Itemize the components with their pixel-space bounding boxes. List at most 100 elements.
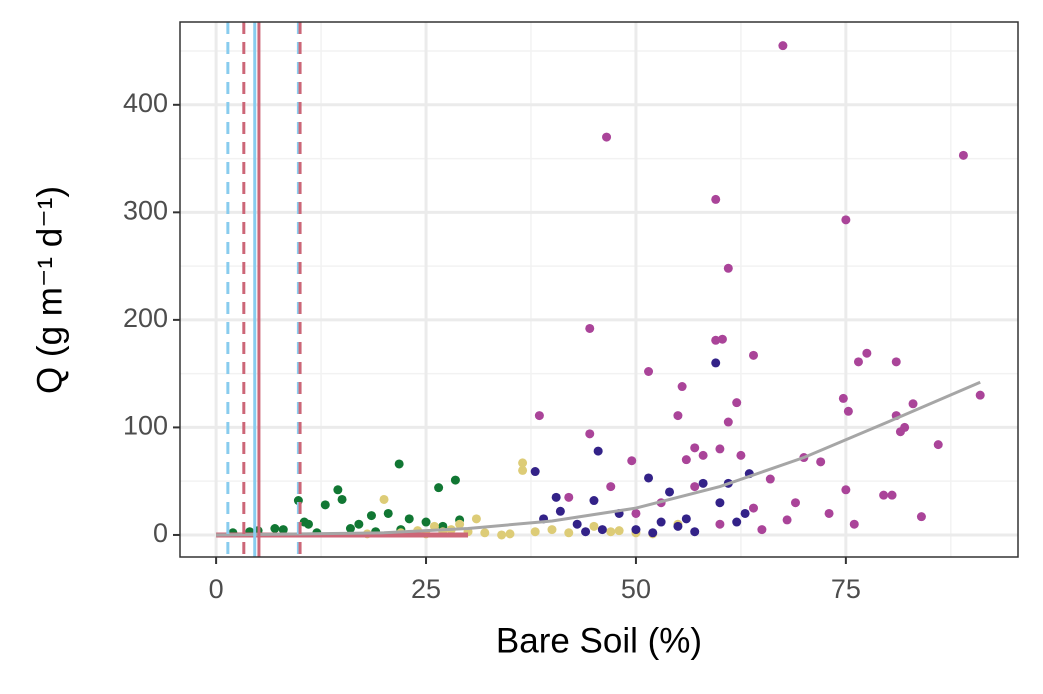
- point: [644, 473, 654, 483]
- point: [715, 444, 725, 454]
- point: [421, 517, 431, 527]
- point: [665, 487, 675, 497]
- point: [690, 527, 700, 537]
- point: [681, 514, 691, 524]
- point: [853, 357, 863, 367]
- point: [627, 456, 637, 466]
- point: [711, 358, 721, 368]
- point: [782, 515, 792, 525]
- point: [383, 508, 393, 518]
- point: [862, 348, 872, 358]
- point: [736, 450, 746, 460]
- point: [824, 508, 834, 518]
- point: [480, 528, 490, 538]
- point: [790, 498, 800, 508]
- x-tick-label: 25: [411, 574, 441, 604]
- point: [572, 519, 582, 529]
- point: [723, 417, 733, 427]
- point: [732, 398, 742, 408]
- point: [497, 530, 507, 540]
- point: [698, 478, 708, 488]
- point: [471, 514, 481, 524]
- point: [614, 526, 624, 536]
- plot-border: [179, 21, 1019, 558]
- point: [891, 357, 901, 367]
- point: [958, 150, 968, 160]
- point: [270, 524, 280, 534]
- point: [278, 525, 288, 535]
- y-tick-label: 300: [123, 195, 168, 225]
- point: [320, 500, 330, 510]
- point: [841, 485, 851, 495]
- point: [585, 323, 595, 333]
- point: [723, 263, 733, 273]
- point: [656, 517, 666, 527]
- point: [757, 525, 767, 535]
- point: [589, 521, 599, 531]
- point: [690, 482, 700, 492]
- point: [434, 483, 444, 493]
- point: [450, 475, 460, 485]
- point: [597, 525, 607, 535]
- point: [530, 467, 540, 477]
- point: [631, 525, 641, 535]
- point: [677, 382, 687, 392]
- point: [715, 519, 725, 529]
- point: [732, 517, 742, 527]
- point: [518, 465, 528, 475]
- point: [606, 482, 616, 492]
- point: [589, 496, 599, 506]
- point: [765, 474, 775, 484]
- point: [841, 215, 851, 225]
- point: [354, 519, 364, 529]
- point: [404, 514, 414, 524]
- point: [879, 490, 889, 500]
- x-axis-label: Bare Soil (%): [496, 621, 702, 660]
- point: [690, 443, 700, 453]
- point: [345, 524, 355, 534]
- y-tick-label: 200: [123, 303, 168, 333]
- point: [337, 494, 347, 504]
- x-tick-label: 50: [621, 574, 651, 604]
- point: [711, 194, 721, 204]
- point: [379, 494, 389, 504]
- fit-line: [216, 380, 981, 537]
- point: [429, 521, 439, 531]
- point: [933, 440, 943, 450]
- point: [715, 498, 725, 508]
- point: [681, 455, 691, 465]
- point: [530, 527, 540, 537]
- point: [843, 406, 853, 416]
- point: [564, 528, 574, 538]
- y-tick-label: 100: [123, 411, 168, 441]
- point: [895, 427, 905, 437]
- point: [975, 390, 985, 400]
- point: [740, 508, 750, 518]
- y-axis-label: Q (g m⁻¹ d⁻¹): [30, 186, 69, 394]
- point: [581, 527, 591, 537]
- point: [455, 519, 465, 529]
- y-tick-label: 0: [153, 518, 168, 548]
- point: [673, 411, 683, 421]
- point: [602, 132, 612, 142]
- point: [394, 459, 404, 469]
- point: [838, 393, 848, 403]
- point: [673, 521, 683, 531]
- point: [849, 519, 859, 529]
- point: [534, 411, 544, 421]
- point: [749, 350, 759, 360]
- point: [606, 527, 616, 537]
- point: [648, 528, 658, 538]
- point: [631, 508, 641, 518]
- point: [778, 41, 788, 51]
- point: [505, 529, 515, 539]
- point: [564, 492, 574, 502]
- x-tick-label: 75: [831, 574, 861, 604]
- point: [333, 485, 343, 495]
- point: [551, 492, 561, 502]
- point: [518, 458, 528, 468]
- point: [555, 506, 565, 516]
- point: [908, 399, 918, 409]
- point: [816, 457, 826, 467]
